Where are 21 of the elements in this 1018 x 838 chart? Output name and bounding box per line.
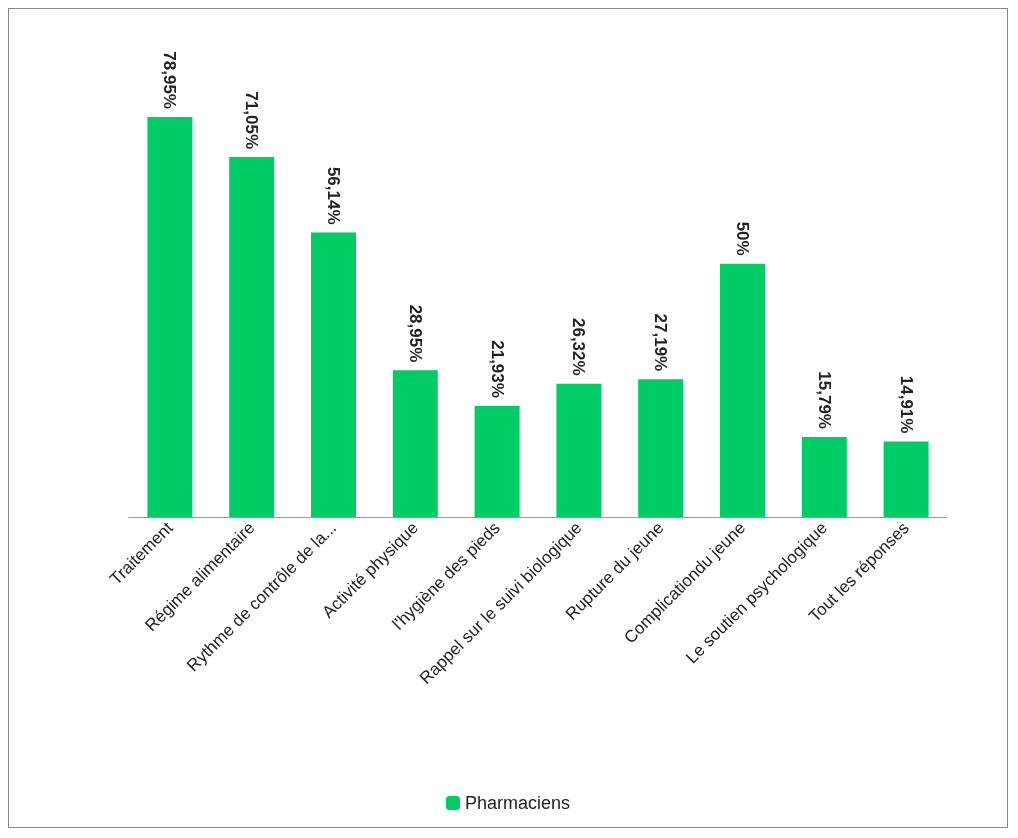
data-label: 78,95%: [160, 51, 180, 109]
data-label: 56,14%: [324, 166, 343, 225]
data-label: 28,95%: [405, 304, 425, 363]
data-label: 27,19%: [651, 313, 671, 372]
data-label: 71,05%: [242, 91, 262, 150]
bar: [229, 157, 275, 517]
data-label: 14,91%: [896, 375, 916, 434]
data-label: 15,79%: [814, 371, 834, 429]
data-label: 50%: [733, 221, 752, 256]
bar: [638, 379, 684, 517]
legend-label: Pharmaciens: [464, 793, 571, 813]
bar: [147, 117, 193, 517]
bar: [801, 437, 847, 517]
bar: [883, 441, 929, 517]
bar: [392, 370, 438, 517]
bar: [311, 232, 356, 517]
bar: [474, 405, 520, 517]
bar: [556, 383, 602, 517]
data-label: 21,93%: [487, 340, 507, 398]
bar: [720, 263, 765, 517]
data-label: 26,32%: [569, 317, 589, 376]
